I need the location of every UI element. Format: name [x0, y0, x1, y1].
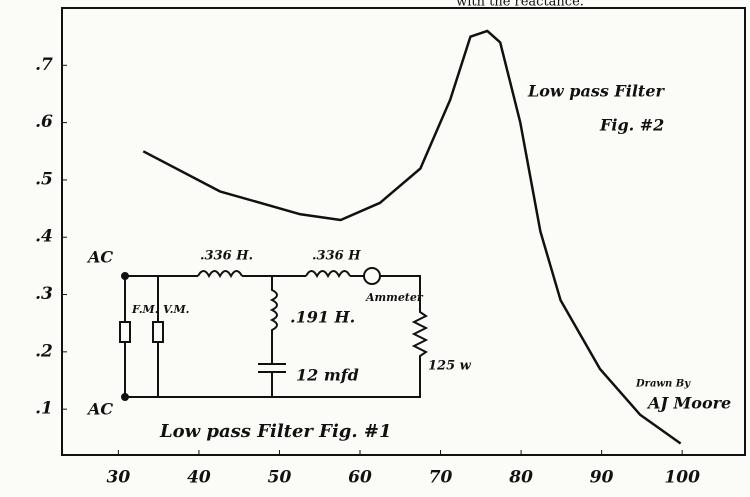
- capacitor-label: 12 mfd: [296, 366, 359, 385]
- ammeter-label: Ammeter: [365, 291, 424, 304]
- fig2-label: Low pass Filter: [527, 82, 665, 101]
- inductor-label: .336 H: [312, 249, 361, 264]
- x-tick-label: 100: [664, 468, 700, 488]
- ac-label: AC: [86, 400, 113, 419]
- ac-label: AC: [86, 248, 113, 267]
- meter-label: V.M.: [163, 303, 190, 316]
- resistor-label: 125 w: [428, 359, 472, 374]
- inductor-label: .191 H.: [290, 308, 355, 327]
- y-tick-label: .4: [35, 227, 53, 247]
- x-tick-label: 80: [508, 468, 533, 488]
- x-tick-label: 60: [348, 468, 372, 488]
- drawn-by: Drawn By: [635, 379, 691, 390]
- y-tick-label: .2: [35, 341, 53, 361]
- x-tick-label: 50: [268, 468, 292, 488]
- meter-label: F.M.: [131, 303, 159, 316]
- x-tick-label: 90: [590, 468, 614, 488]
- y-tick-label: .5: [35, 169, 53, 189]
- fig1-label: Low pass Filter Fig. #1: [159, 421, 392, 442]
- y-tick-label: .1: [35, 399, 53, 419]
- y-tick-label: .6: [35, 112, 53, 132]
- circuit: [119, 267, 429, 401]
- x-tick-label: 70: [429, 468, 453, 488]
- x-tick-label: 40: [187, 468, 211, 488]
- inductor-label: .336 H.: [200, 249, 253, 264]
- y-tick-label: .7: [35, 55, 53, 75]
- fig2-label: Fig. #2: [599, 116, 664, 135]
- plot-frame: [61, 7, 746, 456]
- signature: AJ Moore: [646, 394, 731, 413]
- y-tick-label: .3: [35, 284, 53, 304]
- data-line: [142, 29, 682, 445]
- x-tick-label: 30: [107, 468, 131, 488]
- caption: with the reactance.: [456, 0, 584, 10]
